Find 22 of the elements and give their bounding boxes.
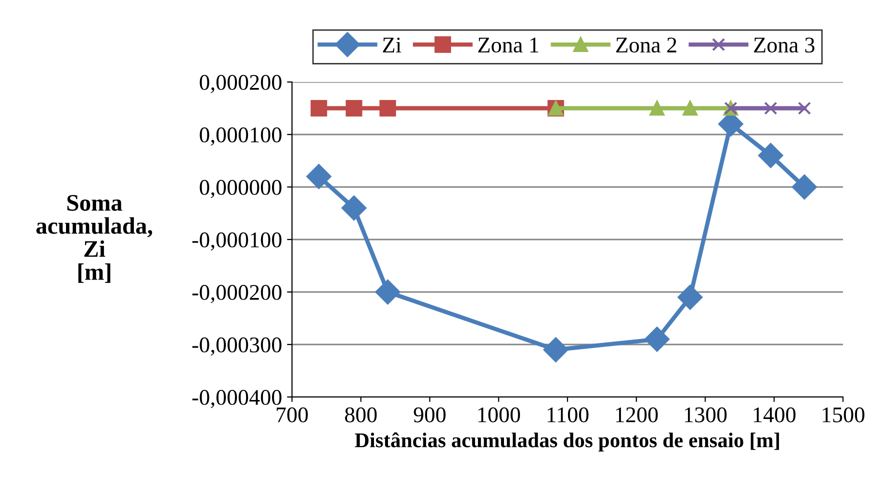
y-axis-title: Soma acumulada, Zi [m]: [36, 194, 152, 283]
y-tick-label: 0,000000: [200, 180, 282, 198]
x-tick-label: 1500: [822, 407, 864, 422]
x-tick-label: 1100: [548, 407, 588, 422]
y-tick-label: 0,000200: [200, 74, 282, 94]
x-tick-label: 1400: [754, 407, 796, 422]
legend-label: Zona 2: [616, 38, 676, 53]
legend-label: Zona 1: [478, 38, 538, 53]
x-tick-label: 900: [414, 407, 446, 422]
x-tick-label: 800: [345, 407, 377, 422]
y-tick-label: -0,000200: [192, 284, 282, 304]
y-tick-label: -0,000300: [192, 337, 282, 356]
x-tick-label: 1000: [478, 407, 520, 422]
x-tick-label: 1200: [616, 407, 658, 422]
x-tick-label: 700: [276, 407, 308, 422]
y-tick-label: -0,000400: [192, 390, 282, 408]
y-tick-label: 0,000100: [200, 127, 282, 146]
y-tick-label: -0,000100: [192, 232, 282, 251]
x-axis-title: Distâncias acumuladas dos pontos de ensaio [m]: [354, 432, 779, 452]
legend-label: Zi: [382, 38, 402, 52]
x-tick-label: 1300: [684, 407, 727, 422]
legend-label: Zona 3: [754, 38, 814, 53]
